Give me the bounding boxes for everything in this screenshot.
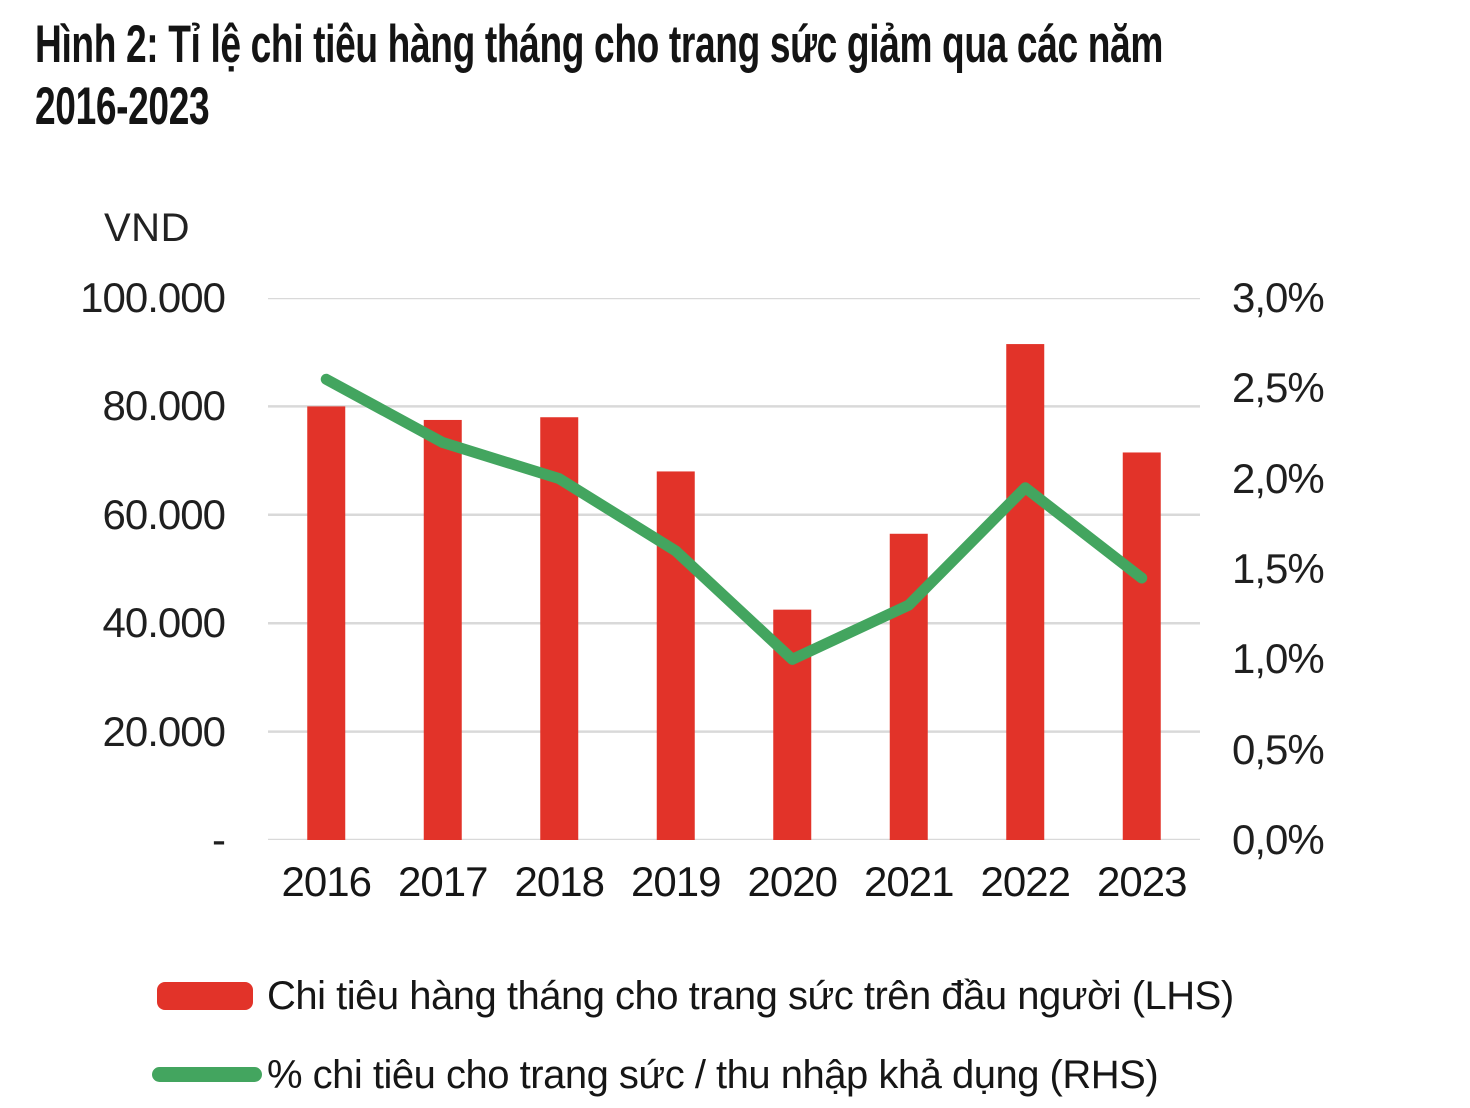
left-axis-tick: 20.000 [102, 707, 226, 755]
bar-2019 [656, 471, 695, 840]
figure-title-line2: 2016-2023 [35, 77, 210, 136]
trend-line [320, 373, 1148, 665]
left-axis-tick: 40.000 [102, 599, 226, 647]
left-axis-tick: 100.000 [80, 274, 226, 321]
bar-2021 [889, 533, 928, 840]
x-axis-tick-2020: 2020 [747, 858, 838, 905]
plot-area [268, 298, 1200, 840]
right-axis-tick: 0,0% [1232, 816, 1325, 863]
left-axis-tick: - [212, 816, 226, 863]
right-axis-tick: 0,5% [1232, 725, 1325, 773]
x-axis-tick-2017: 2017 [398, 858, 488, 905]
bar-2023 [1122, 452, 1161, 840]
legend-item: Chi tiêu hàng tháng cho trang sức trên đ… [0, 968, 1470, 1024]
left-axis-tick: 80.000 [102, 382, 226, 430]
x-axis-tick-2023: 2023 [1097, 858, 1187, 905]
right-axis-tick: 2,0% [1232, 454, 1325, 502]
x-axis-tick-2016: 2016 [281, 858, 372, 905]
left-axis-unit-label: VND [104, 206, 190, 250]
bar-2017 [423, 419, 462, 840]
figure-title: Hình 2: Tỉ lệ chi tiêu hàng tháng cho tr… [35, 14, 1470, 138]
figure-title-line1: Hình 2: Tỉ lệ chi tiêu hàng tháng cho tr… [35, 15, 1163, 74]
bar-2016 [307, 406, 346, 840]
bar-2022 [1006, 344, 1045, 840]
x-axis-tick-2022: 2022 [980, 858, 1071, 905]
legend-label: Chi tiêu hàng tháng cho trang sức trên đ… [267, 974, 1234, 1018]
right-axis-tick: 1,0% [1232, 635, 1325, 683]
legend-swatch-bar-icon [157, 982, 253, 1010]
legend-label: % chi tiêu cho trang sức / thu nhập khả … [267, 1053, 1159, 1097]
right-axis-tick: 3,0% [1232, 274, 1325, 321]
left-axis-tick: 60.000 [102, 490, 226, 538]
x-axis-tick-2019: 2019 [631, 858, 721, 905]
legend-item: % chi tiêu cho trang sức / thu nhập khả … [0, 1047, 1470, 1103]
x-axis-tick-2021: 2021 [864, 858, 954, 905]
x-axis-tick-2018: 2018 [514, 858, 605, 905]
legend-swatch-line-icon [152, 1067, 262, 1082]
right-axis-tick: 2,5% [1232, 364, 1325, 412]
right-axis-tick: 1,5% [1232, 545, 1325, 592]
